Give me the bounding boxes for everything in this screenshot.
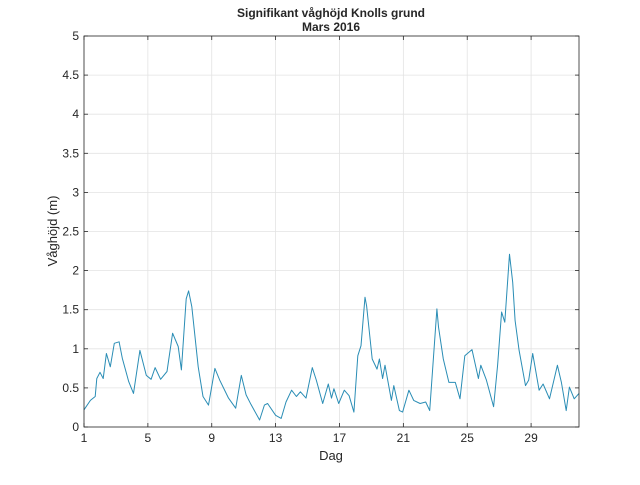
y-tick-label: 3.5 — [62, 146, 79, 160]
y-axis-label: Våghöjd (m) — [45, 196, 60, 267]
x-tick-label: 9 — [208, 431, 215, 445]
y-tick-label: 1 — [72, 342, 79, 356]
grid — [83, 35, 579, 428]
x-axis-label: Dag — [319, 448, 343, 463]
x-tick-label: 13 — [269, 431, 283, 445]
x-tick-label: 17 — [333, 431, 347, 445]
chart-title: Signifikant våghöjd Knolls grund — [237, 6, 425, 20]
x-tick-label: 5 — [145, 431, 152, 445]
y-tick-label: 4 — [72, 107, 79, 121]
y-tick-label: 1.5 — [62, 303, 79, 317]
axis-ticks: 1 5 9 13 17 21 25 29 0 0.5 1 1.5 2 2.5 3 3.5 4 4.5 5 — [62, 29, 579, 445]
series-lines — [83, 253, 580, 421]
plot-frame — [83, 35, 580, 428]
y-tick-label: 4.5 — [62, 68, 79, 82]
series-line-wave-height — [83, 253, 580, 421]
x-tick-label: 29 — [524, 431, 538, 445]
y-tick-label: 2 — [72, 264, 79, 278]
x-tick-label: 21 — [397, 431, 411, 445]
y-tick-label: 0.5 — [62, 381, 79, 395]
y-tick-label: 0 — [72, 420, 79, 434]
chart-subtitle: Mars 2016 — [302, 20, 360, 34]
x-tick-label: 25 — [461, 431, 475, 445]
y-tick-label: 2.5 — [62, 225, 79, 239]
x-tick-label: 1 — [81, 431, 88, 445]
y-tick-label: 5 — [72, 29, 79, 43]
y-tick-label: 3 — [72, 185, 79, 199]
